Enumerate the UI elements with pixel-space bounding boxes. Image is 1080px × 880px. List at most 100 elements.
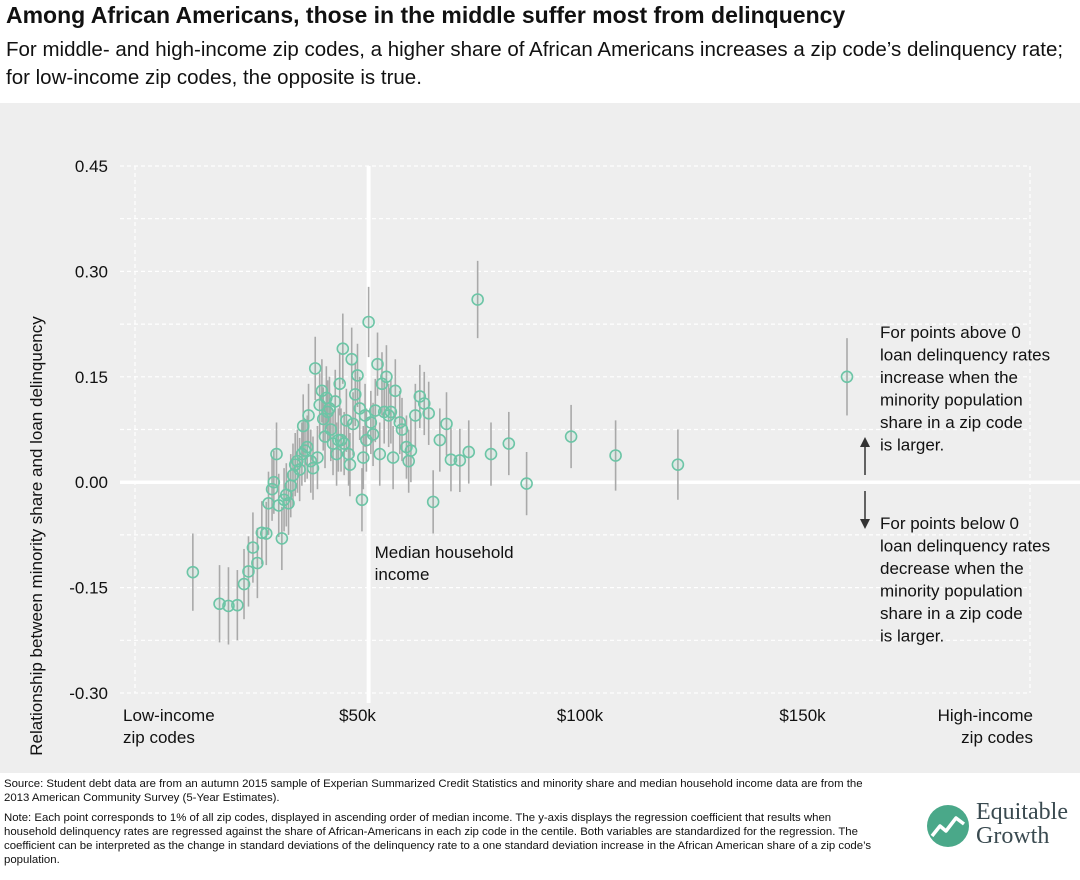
chart-title: Among African Americans, those in the mi… bbox=[6, 2, 846, 28]
source-note: Source: Student debt data are from an au… bbox=[4, 778, 863, 804]
data-point bbox=[422, 407, 436, 420]
data-point bbox=[453, 454, 467, 467]
data-point bbox=[440, 417, 453, 431]
data-point bbox=[393, 416, 407, 429]
data-point bbox=[402, 454, 415, 468]
data-point bbox=[242, 565, 255, 578]
data-point bbox=[222, 599, 235, 613]
logo-text: Equitable Growth bbox=[976, 799, 1068, 849]
y-tick-label: -0.30 bbox=[69, 684, 108, 703]
data-point bbox=[251, 556, 264, 570]
data-point bbox=[426, 495, 440, 509]
up-arrow-head-icon bbox=[860, 437, 870, 447]
data-point bbox=[255, 526, 269, 540]
data-point bbox=[373, 447, 387, 461]
data-series bbox=[186, 260, 854, 645]
data-point bbox=[302, 409, 315, 422]
chart-panel bbox=[0, 103, 1080, 773]
data-point bbox=[389, 384, 402, 398]
data-point bbox=[609, 449, 622, 462]
y-tick-label: 0.30 bbox=[75, 262, 108, 281]
data-point bbox=[333, 377, 347, 391]
data-point bbox=[520, 477, 533, 490]
data-point bbox=[316, 412, 330, 426]
scatter-chart: -0.30 -0.15 0.00 0.15 0.30 0.45 Low-income zip… bbox=[27, 157, 1080, 756]
y-tick-labels: -0.30 -0.15 0.00 0.15 0.30 0.45 bbox=[69, 157, 108, 703]
x-tick-label: High-income zip codes bbox=[938, 706, 1033, 747]
data-point bbox=[337, 437, 351, 450]
data-point bbox=[840, 370, 854, 384]
data-point bbox=[308, 362, 322, 375]
data-point bbox=[275, 532, 289, 545]
data-point bbox=[366, 428, 380, 441]
data-point bbox=[433, 433, 447, 447]
down-arrow-head-icon bbox=[860, 519, 870, 529]
data-point bbox=[409, 409, 422, 422]
data-point bbox=[293, 463, 306, 476]
x-tick-labels: Low-income zip codes $50k $100k $150k High-in… bbox=[123, 706, 1033, 747]
data-point bbox=[343, 458, 357, 471]
data-point bbox=[330, 447, 343, 461]
data-point bbox=[296, 419, 310, 433]
data-point bbox=[471, 293, 484, 306]
y-tick-label: 0.00 bbox=[75, 473, 108, 492]
data-point bbox=[282, 496, 295, 510]
x-tick-label: Low-income zip codes bbox=[123, 706, 215, 747]
data-point bbox=[262, 496, 275, 510]
y-tick-label: -0.15 bbox=[69, 579, 108, 598]
y-axis-label: Relationship between minority share and … bbox=[27, 316, 46, 756]
median-line-label: Median household income bbox=[375, 543, 514, 584]
data-point bbox=[315, 384, 329, 398]
methodology-note: Note: Each point corresponds to 1% of al… bbox=[4, 812, 872, 866]
x-tick-label: $150k bbox=[779, 706, 826, 725]
data-point bbox=[246, 541, 260, 554]
annotations: For points above 0 loan delinquency rates… bbox=[860, 323, 1050, 646]
x-tick-label: $50k bbox=[339, 706, 376, 725]
data-point bbox=[336, 342, 350, 355]
data-point bbox=[395, 423, 409, 436]
data-point bbox=[304, 454, 318, 468]
data-point bbox=[231, 598, 244, 612]
data-point bbox=[502, 437, 516, 450]
data-point bbox=[386, 451, 400, 464]
data-point bbox=[306, 461, 320, 475]
data-point bbox=[355, 493, 369, 507]
data-point bbox=[380, 370, 393, 384]
data-point bbox=[186, 565, 200, 579]
data-point bbox=[328, 395, 342, 408]
data-point bbox=[362, 315, 375, 329]
data-point bbox=[351, 369, 364, 382]
data-point bbox=[345, 352, 359, 366]
data-point bbox=[348, 388, 362, 401]
equitable-growth-logo: Equitable Growth bbox=[926, 800, 1076, 852]
grid-lines bbox=[120, 165, 1080, 694]
annotation-text: For points below 0 loan delinquency rates… bbox=[880, 514, 1050, 646]
data-point bbox=[342, 447, 355, 461]
data-point bbox=[462, 445, 476, 459]
data-point bbox=[413, 390, 427, 403]
annotation-text: For points above 0 loan delinquency rates… bbox=[880, 323, 1050, 455]
data-point bbox=[284, 479, 298, 493]
data-point bbox=[270, 447, 283, 461]
data-point bbox=[300, 440, 314, 454]
data-point bbox=[384, 405, 398, 419]
y-tick-label: 0.45 bbox=[75, 157, 108, 176]
data-point bbox=[311, 451, 324, 464]
data-point bbox=[259, 527, 273, 540]
data-point bbox=[237, 577, 251, 591]
data-point bbox=[346, 417, 360, 431]
data-point bbox=[444, 453, 458, 467]
y-tick-label: 0.15 bbox=[75, 368, 108, 387]
data-point bbox=[340, 414, 353, 427]
x-tick-label: $100k bbox=[557, 706, 604, 725]
chart-subtitle: For middle- and high-income zip codes, a… bbox=[6, 38, 1064, 89]
data-point bbox=[564, 430, 578, 443]
data-point bbox=[356, 451, 370, 464]
data-point bbox=[364, 416, 378, 429]
data-point bbox=[404, 444, 418, 457]
data-point bbox=[375, 377, 389, 391]
data-point bbox=[484, 447, 498, 461]
data-point bbox=[324, 423, 338, 436]
data-point bbox=[371, 357, 384, 371]
logo-mark-icon bbox=[927, 805, 969, 847]
